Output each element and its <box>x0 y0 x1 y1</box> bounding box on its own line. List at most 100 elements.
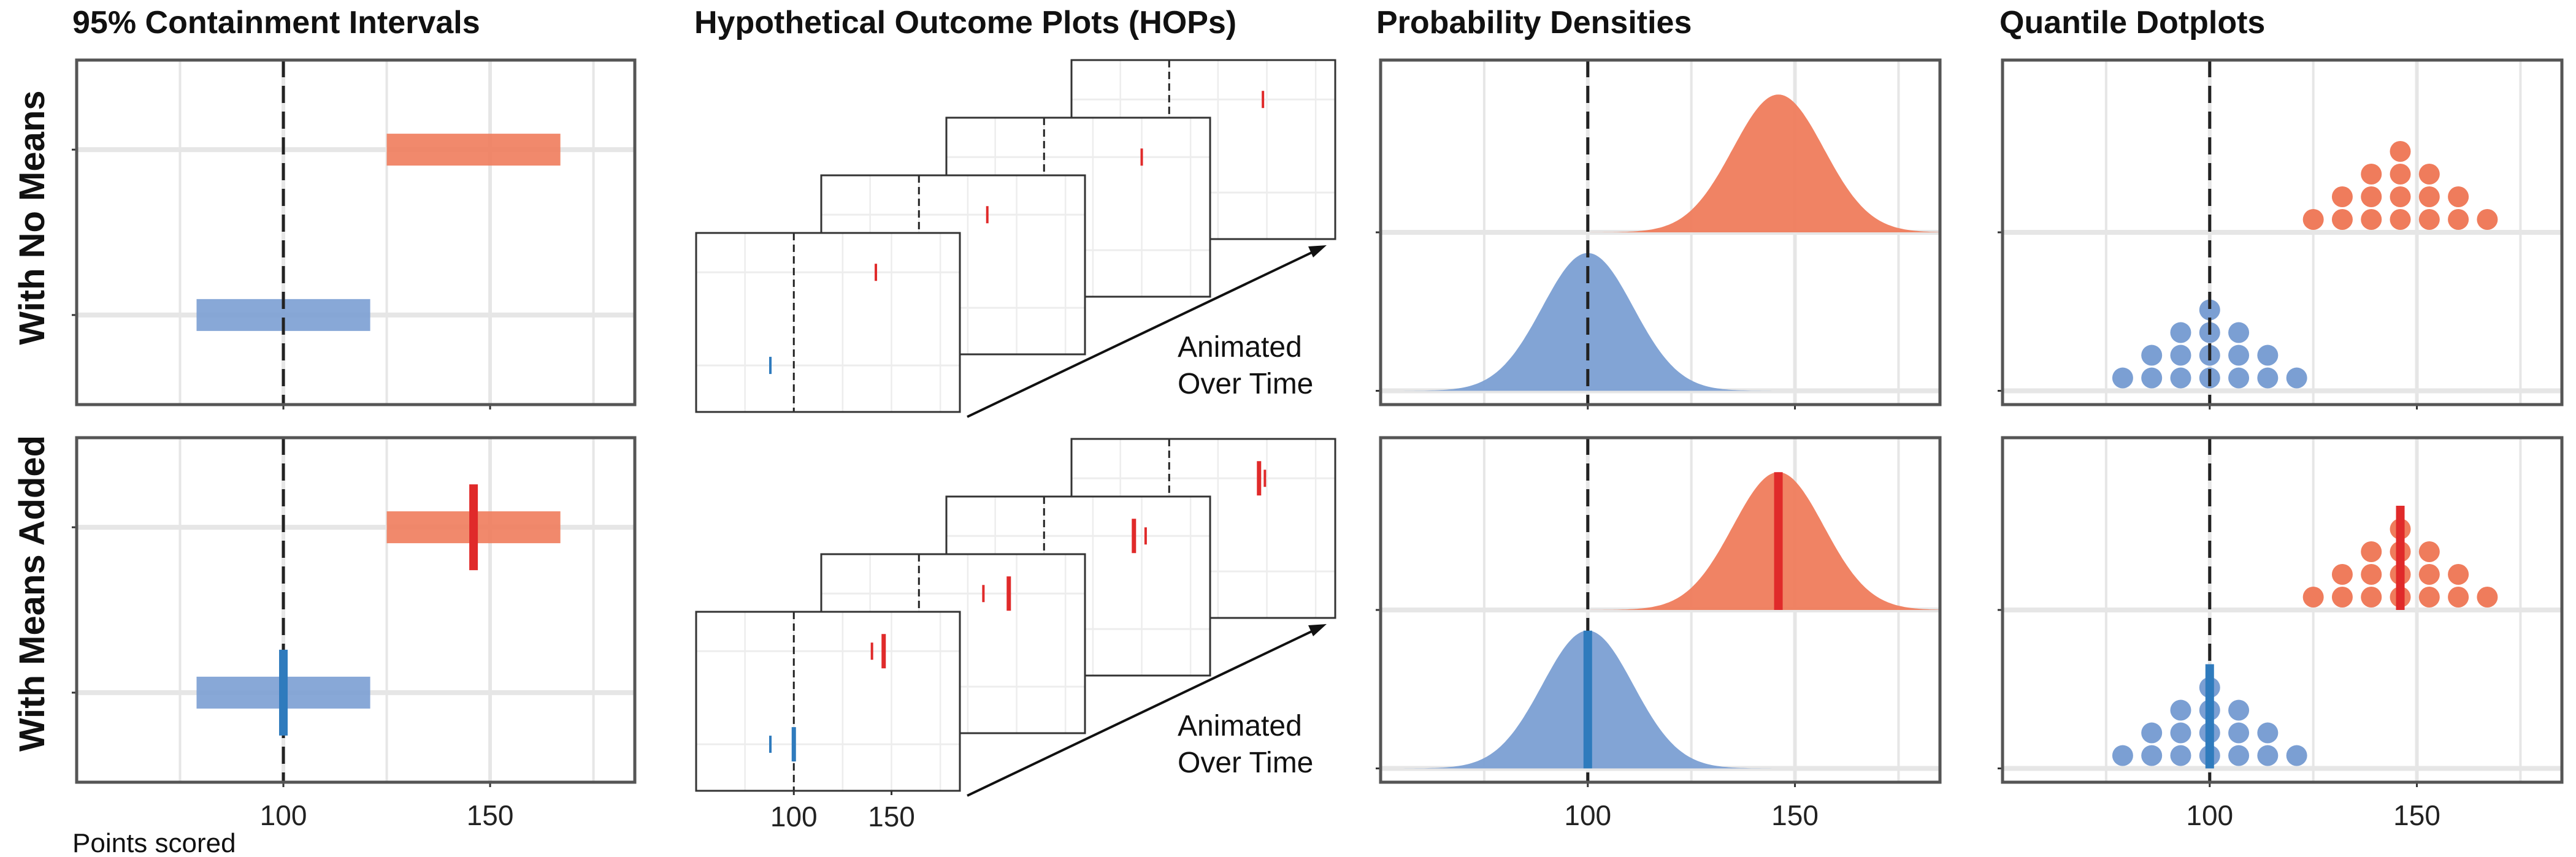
title-hops: Hypothetical Outcome Plots (HOPs) <box>694 5 1236 40</box>
dot-blue <box>2170 722 2191 744</box>
dot-orange <box>2390 186 2411 207</box>
dot-orange <box>2418 541 2440 562</box>
hops-stack-means: 100 150 <box>695 438 1336 832</box>
dot-orange <box>2418 209 2440 230</box>
x-tick-label: 100 <box>260 799 307 831</box>
panel-frame <box>2001 58 2564 406</box>
panel-frame <box>75 436 637 784</box>
row-title-means-added: With Means Added <box>12 435 52 752</box>
hops-stack-no-means <box>695 59 1336 418</box>
dot-blue <box>2257 367 2279 389</box>
dotplot-panel-no-means <box>1998 58 2564 409</box>
dot-orange <box>2331 186 2353 207</box>
dot-blue <box>2112 367 2133 389</box>
dot-orange <box>2331 564 2353 585</box>
interval-panel-no-means <box>72 58 637 409</box>
interval-bar-orange <box>386 134 561 166</box>
x-tick-label: 150 <box>1771 799 1819 831</box>
animated-label-bottom: Animated Over Time <box>1178 710 1313 779</box>
dot-blue <box>2170 345 2191 366</box>
dot-orange <box>2418 186 2440 207</box>
row-title-no-means: With No Means <box>12 90 52 345</box>
dot-blue <box>2286 367 2307 389</box>
dot-orange <box>2361 587 2382 608</box>
panel-frame <box>75 58 637 406</box>
dot-blue <box>2286 745 2307 766</box>
dot-orange <box>2418 564 2440 585</box>
dot-blue <box>2141 367 2163 389</box>
dot-orange <box>2361 541 2382 562</box>
dot-orange <box>2448 587 2469 608</box>
dot-orange <box>2477 209 2498 230</box>
plots-layer: 100 150 100 150 100 150 100 150 <box>72 58 2564 832</box>
density-panel-means: 100 150 <box>1376 436 1942 831</box>
animation-arrow-head <box>1308 624 1327 636</box>
x-tick-label: 150 <box>868 801 915 832</box>
density-blue <box>1381 630 1940 769</box>
dot-blue <box>2257 722 2279 744</box>
dot-orange <box>2331 209 2353 230</box>
density-orange <box>1381 472 1940 610</box>
dotplot-panel-means: 100 150 <box>1998 436 2564 831</box>
dot-blue <box>2228 699 2250 721</box>
hops-frame-border <box>695 611 961 792</box>
panel-frame <box>1379 58 1942 406</box>
dot-orange <box>2361 164 2382 185</box>
dot-blue <box>2170 322 2191 343</box>
dot-orange <box>2361 564 2382 585</box>
hops-frame: 100 150 <box>695 611 961 832</box>
dot-blue <box>2170 367 2191 389</box>
title-dotplots: Quantile Dotplots <box>1999 5 2265 40</box>
dot-blue <box>2257 345 2279 366</box>
animation-arrow-shaft <box>967 627 1319 797</box>
panel-frame <box>1379 436 1942 784</box>
hops-frame <box>695 232 961 413</box>
dot-blue <box>2228 345 2250 366</box>
dot-blue <box>2141 745 2163 766</box>
dot-blue <box>2228 745 2250 766</box>
dot-orange <box>2361 186 2382 207</box>
animated-label-line1: Animated <box>1178 710 1302 742</box>
dot-blue <box>2112 745 2133 766</box>
dot-orange <box>2302 587 2324 608</box>
dot-orange <box>2390 141 2411 162</box>
title-intervals: 95% Containment Intervals <box>72 5 480 40</box>
animated-label-line2: Over Time <box>1178 747 1313 779</box>
interval-panel-means: 100 150 <box>72 436 637 831</box>
dot-blue <box>2170 699 2191 721</box>
dot-orange <box>2390 209 2411 230</box>
density-orange <box>1381 94 1940 232</box>
x-tick-label: 100 <box>770 801 818 832</box>
x-tick-label: 100 <box>2186 799 2233 831</box>
x-axis-label: Points scored <box>72 828 236 857</box>
dot-blue <box>2257 745 2279 766</box>
dot-orange <box>2331 587 2353 608</box>
dot-blue <box>2228 322 2250 343</box>
animation-arrow-shaft <box>967 248 1319 418</box>
dot-orange <box>2418 587 2440 608</box>
dot-blue <box>2141 722 2163 744</box>
panel-frame <box>2001 436 2564 784</box>
dot-orange <box>2448 186 2469 207</box>
hops-frame-border <box>695 232 961 413</box>
panel-background <box>77 438 635 782</box>
hops-frame-background <box>696 612 960 791</box>
panel-background <box>77 60 635 405</box>
dot-orange <box>2390 164 2411 185</box>
dot-orange <box>2302 209 2324 230</box>
x-tick-label: 100 <box>1564 799 1611 831</box>
dot-blue <box>2228 367 2250 389</box>
dot-orange <box>2361 209 2382 230</box>
hops-frame-background <box>696 233 960 412</box>
density-panel-no-means <box>1376 58 1942 409</box>
dot-blue <box>2228 722 2250 744</box>
dot-orange <box>2448 564 2469 585</box>
animated-label-line1: Animated <box>1178 331 1302 364</box>
dot-orange <box>2448 209 2469 230</box>
dot-blue <box>2199 299 2220 321</box>
animated-label-top: Animated Over Time <box>1178 331 1313 400</box>
x-tick-label: 150 <box>467 799 514 831</box>
density-blue <box>1381 253 1940 391</box>
dot-orange <box>2477 587 2498 608</box>
